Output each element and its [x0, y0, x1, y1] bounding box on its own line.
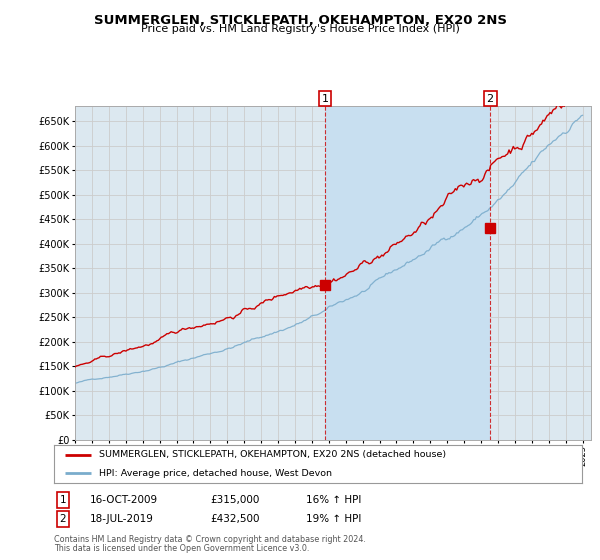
Text: 2: 2 — [59, 514, 67, 524]
Text: SUMMERGLEN, STICKLEPATH, OKEHAMPTON, EX20 2NS: SUMMERGLEN, STICKLEPATH, OKEHAMPTON, EX2… — [94, 14, 506, 27]
Text: 1: 1 — [59, 495, 67, 505]
Text: SUMMERGLEN, STICKLEPATH, OKEHAMPTON, EX20 2NS (detached house): SUMMERGLEN, STICKLEPATH, OKEHAMPTON, EX2… — [99, 450, 446, 459]
Text: This data is licensed under the Open Government Licence v3.0.: This data is licensed under the Open Gov… — [54, 544, 310, 553]
Text: 19% ↑ HPI: 19% ↑ HPI — [306, 514, 361, 524]
Text: 16% ↑ HPI: 16% ↑ HPI — [306, 495, 361, 505]
Text: £315,000: £315,000 — [210, 495, 259, 505]
Text: HPI: Average price, detached house, West Devon: HPI: Average price, detached house, West… — [99, 469, 332, 478]
Text: 1: 1 — [322, 94, 329, 104]
Text: 2: 2 — [487, 94, 494, 104]
Text: 16-OCT-2009: 16-OCT-2009 — [90, 495, 158, 505]
Text: £432,500: £432,500 — [210, 514, 260, 524]
Text: 18-JUL-2019: 18-JUL-2019 — [90, 514, 154, 524]
Bar — [325, 106, 490, 440]
Text: Price paid vs. HM Land Registry's House Price Index (HPI): Price paid vs. HM Land Registry's House … — [140, 24, 460, 34]
Text: Contains HM Land Registry data © Crown copyright and database right 2024.: Contains HM Land Registry data © Crown c… — [54, 535, 366, 544]
